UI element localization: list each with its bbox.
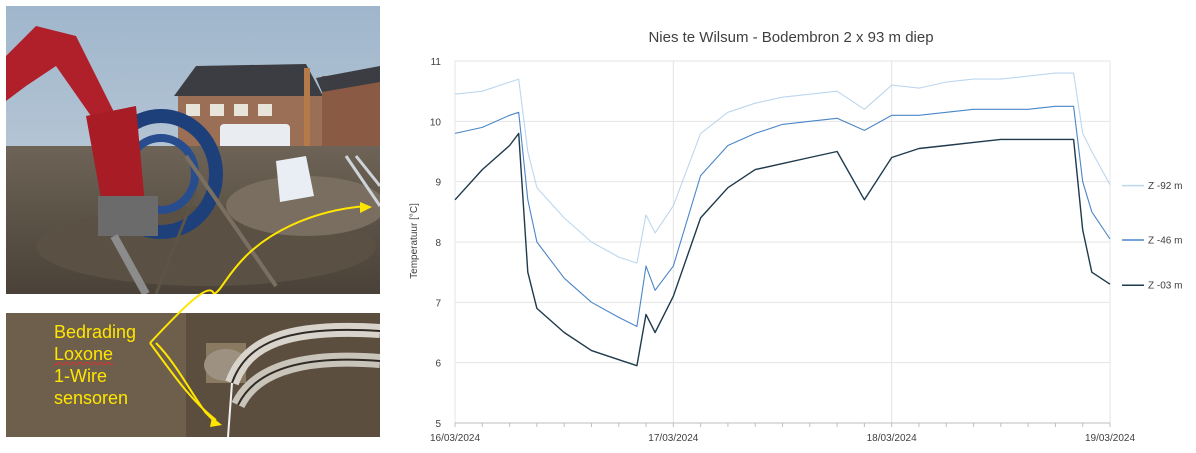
grid-layer: [454, 60, 1111, 424]
legend: Z -92 m Z -46 m Z -03 m: [1122, 181, 1182, 292]
y-tick-label: 11: [431, 57, 442, 68]
caption-line: Bedrading: [54, 322, 137, 342]
series-layer: [454, 72, 1111, 367]
series-line-1: [454, 105, 1111, 328]
y-tick-label: 9: [435, 178, 441, 189]
legend-label: Z -03 m: [1148, 281, 1182, 292]
y-tick-label: 8: [435, 238, 441, 249]
excavator-site-photo: [6, 6, 380, 294]
caption-line: 1-Wire: [54, 366, 107, 386]
y-tick-label: 10: [430, 117, 442, 128]
connector-arrow: [149, 289, 217, 421]
temperature-chart: Nies te Wilsum - Bodembron 2 x 93 m diep…: [395, 0, 1196, 453]
x-tick-label: 16/03/2024: [430, 433, 480, 444]
y-tick-label: 6: [435, 359, 441, 370]
series-line-2: [454, 132, 1111, 367]
trench-cables-photo: [6, 313, 380, 437]
photo-caption: Bedrading Loxone 1-Wire sensoren: [54, 321, 204, 409]
chart-svg: Nies te Wilsum - Bodembron 2 x 93 m diep…: [409, 29, 1182, 444]
y-axis-label: Temperatuur [°C]: [409, 203, 420, 279]
x-tick-label: 17/03/2024: [648, 433, 698, 444]
y-tick-label: 7: [435, 298, 441, 309]
caption-line: Loxone: [54, 344, 114, 364]
x-tick-label: 18/03/2024: [867, 433, 917, 444]
caption-line: sensoren: [54, 388, 129, 408]
y-tick-label: 5: [435, 419, 441, 430]
axis-layer: 5 6 7 8 9 10 11 16/03/2024 17/03/2024 18/03/2024 1…: [430, 57, 1136, 444]
x-tick-label: 19/03/2024: [1085, 433, 1135, 444]
chart-title: Nies te Wilsum - Bodembron 2 x 93 m diep: [648, 29, 933, 46]
series-line-0: [454, 72, 1111, 264]
legend-label: Z -92 m: [1148, 181, 1182, 192]
legend-label: Z -46 m: [1148, 235, 1182, 246]
